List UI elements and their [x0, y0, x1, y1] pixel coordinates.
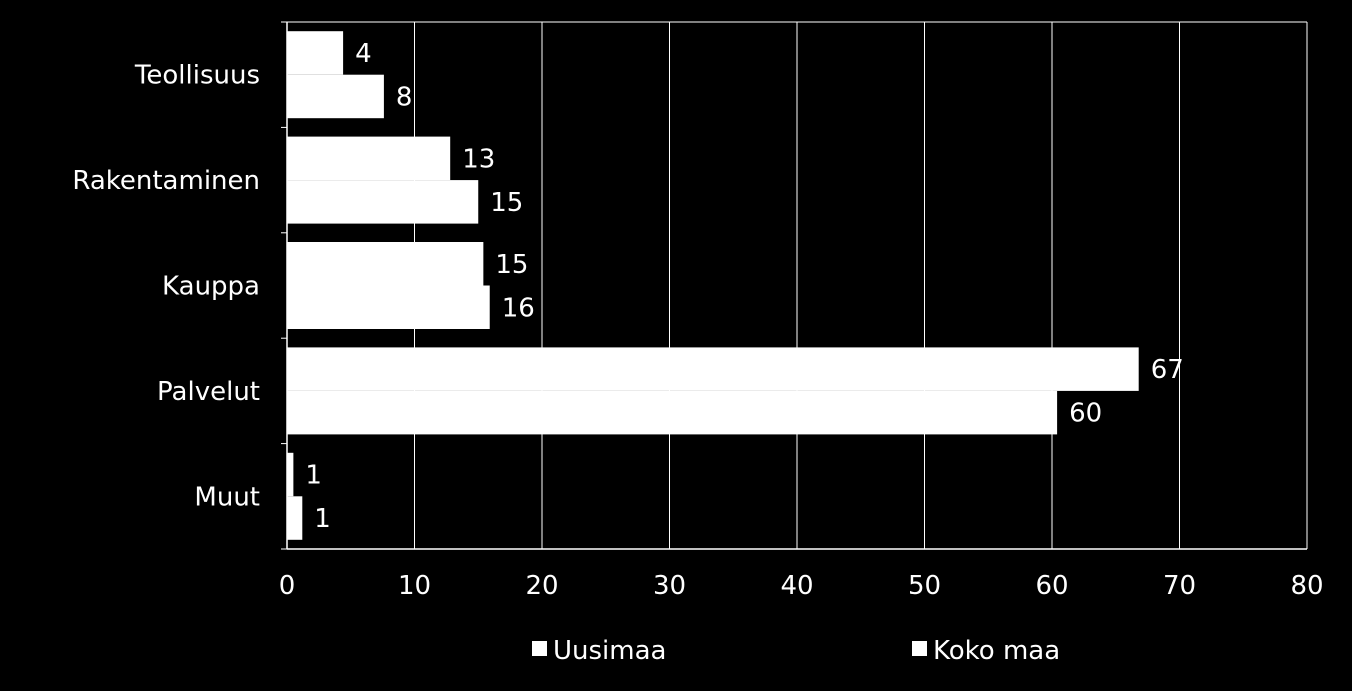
- data-label-palvelut-koko-maa: 60: [1069, 399, 1102, 429]
- category-label-muut: Muut: [194, 482, 260, 512]
- bar-palvelut-koko-maa: [287, 390, 1058, 435]
- bar-kauppa-koko-maa: [287, 285, 490, 329]
- x-tick-label-0: 0: [279, 571, 296, 601]
- bar-palvelut-uusimaa: [287, 347, 1139, 391]
- x-tick-label-10: 10: [398, 571, 431, 601]
- data-labels: 48 13 15 15 16 67 60 1 1: [305, 39, 1183, 534]
- data-label-teollisuus-koko-maa: 8: [396, 82, 413, 112]
- axes: [281, 21, 1307, 550]
- x-tick-label-80: 80: [1290, 571, 1323, 601]
- category-label-teollisuus: Teollisuus: [134, 61, 260, 91]
- legend-label-koko-maa: Koko maa: [933, 636, 1060, 666]
- bar-kauppa-uusimaa: [287, 242, 484, 286]
- category-label-palvelut: Palvelut: [157, 377, 260, 407]
- x-tick-label-20: 20: [525, 571, 558, 601]
- bar-teollisuus-koko-maa: [287, 74, 384, 119]
- data-label-teollisuus-uusimaa: 4: [355, 39, 372, 69]
- x-tick-label-70: 70: [1163, 571, 1196, 601]
- data-label-muut-koko-maa: 1: [314, 504, 331, 534]
- x-tick-label-60: 60: [1035, 571, 1068, 601]
- category-label-rakentaminen: Rakentaminen: [72, 166, 260, 196]
- bar-rakentaminen-koko-maa: [287, 180, 479, 224]
- grid-lines: [414, 22, 1308, 549]
- legend-label-uusimaa: Uusimaa: [553, 636, 666, 666]
- category-label-kauppa: Kauppa: [162, 272, 260, 302]
- data-label-palvelut-uusimaa: 67: [1151, 355, 1184, 385]
- legend-swatch-uusimaa: [532, 641, 547, 656]
- data-label-kauppa-uusimaa: 15: [495, 250, 528, 280]
- category-labels: Teollisuus Rakentaminen Kauppa Palvelut Muut: [72, 61, 260, 513]
- data-label-rakentaminen-uusimaa: 13: [462, 144, 495, 174]
- bar-muut-koko-maa: [287, 496, 303, 540]
- legend-swatch-koko-maa: [912, 641, 927, 656]
- data-label-kauppa-koko-maa: 16: [502, 293, 535, 323]
- x-tick-label-30: 30: [653, 571, 686, 601]
- bar-teollisuus-uusimaa: [287, 31, 344, 75]
- bar-muut-uusimaa: [287, 452, 294, 497]
- data-label-rakentaminen-koko-maa: 15: [490, 188, 523, 218]
- legend: Uusimaa Koko maa: [532, 636, 1060, 666]
- x-tick-label-40: 40: [780, 571, 813, 601]
- bars: [287, 31, 1139, 540]
- tick-labels: 0 10 20 30 40 50 60 70 80: [279, 571, 1324, 601]
- x-tick-label-50: 50: [908, 571, 941, 601]
- bar-rakentaminen-uusimaa: [287, 136, 451, 181]
- data-label-muut-uusimaa: 1: [305, 461, 322, 491]
